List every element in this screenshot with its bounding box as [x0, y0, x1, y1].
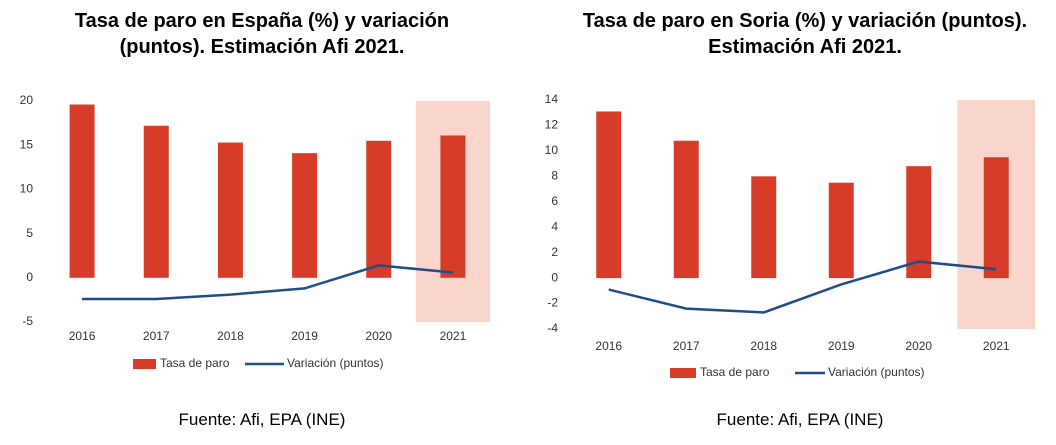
bar: [69, 104, 95, 278]
source-note: Fuente: Afi, EPA (INE): [716, 410, 884, 429]
y-tick-label: 0: [551, 270, 558, 284]
bar: [673, 140, 699, 279]
legend-label: Tasa de paro: [700, 365, 770, 379]
bar: [828, 182, 854, 279]
x-tick-label: 2017: [143, 329, 170, 343]
y-tick-label: 6: [551, 194, 558, 208]
legend-label: Variación (puntos): [287, 356, 384, 370]
x-tick-label: 2019: [291, 329, 318, 343]
y-tick-label: 2: [551, 245, 558, 259]
legend-label: Variación (puntos): [828, 365, 925, 379]
y-tick-label: -4: [547, 321, 558, 335]
y-tick-label: 12: [545, 118, 559, 132]
y-tick-label: 4: [551, 219, 558, 233]
y-tick-label: 14: [545, 92, 559, 106]
bar: [906, 166, 932, 279]
y-tick-label: 8: [551, 169, 558, 183]
bar: [596, 111, 622, 279]
bar: [143, 125, 169, 278]
legend-swatch: [670, 368, 696, 378]
bar: [440, 135, 466, 278]
x-tick-label: 2021: [983, 339, 1010, 353]
x-tick-label: 2019: [828, 339, 855, 353]
y-tick-label: 5: [26, 226, 33, 240]
x-tick-label: 2020: [365, 329, 392, 343]
y-tick-label: 10: [20, 182, 34, 196]
source-note: Fuente: Afi, EPA (INE): [178, 410, 346, 429]
x-tick-label: 2016: [69, 329, 96, 343]
x-tick-label: 2020: [905, 339, 932, 353]
x-tick-label: 2021: [440, 329, 467, 343]
y-tick-label: 15: [20, 137, 34, 151]
x-tick-label: 2017: [673, 339, 700, 353]
y-tick-label: -5: [22, 314, 33, 328]
x-tick-label: 2016: [595, 339, 622, 353]
bar: [983, 157, 1009, 279]
legend-label: Tasa de paro: [160, 356, 230, 370]
y-tick-label: 20: [20, 93, 34, 107]
line: [608, 260, 997, 314]
y-tick-label: 0: [26, 270, 33, 284]
x-tick-label: 2018: [750, 339, 777, 353]
x-tick-label: 2018: [217, 329, 244, 343]
chart-title: Tasa de paro en Soria (%) y variación (p…: [582, 10, 1028, 58]
bar: [217, 142, 243, 278]
y-tick-label: -2: [547, 296, 558, 310]
legend-swatch: [133, 359, 156, 369]
line: [82, 264, 454, 301]
bar: [366, 140, 392, 278]
bar: [751, 176, 777, 279]
chart-title: Tasa de paro en España (%) y variación (…: [74, 10, 450, 58]
bar: [292, 153, 318, 278]
y-tick-label: 10: [545, 143, 559, 157]
